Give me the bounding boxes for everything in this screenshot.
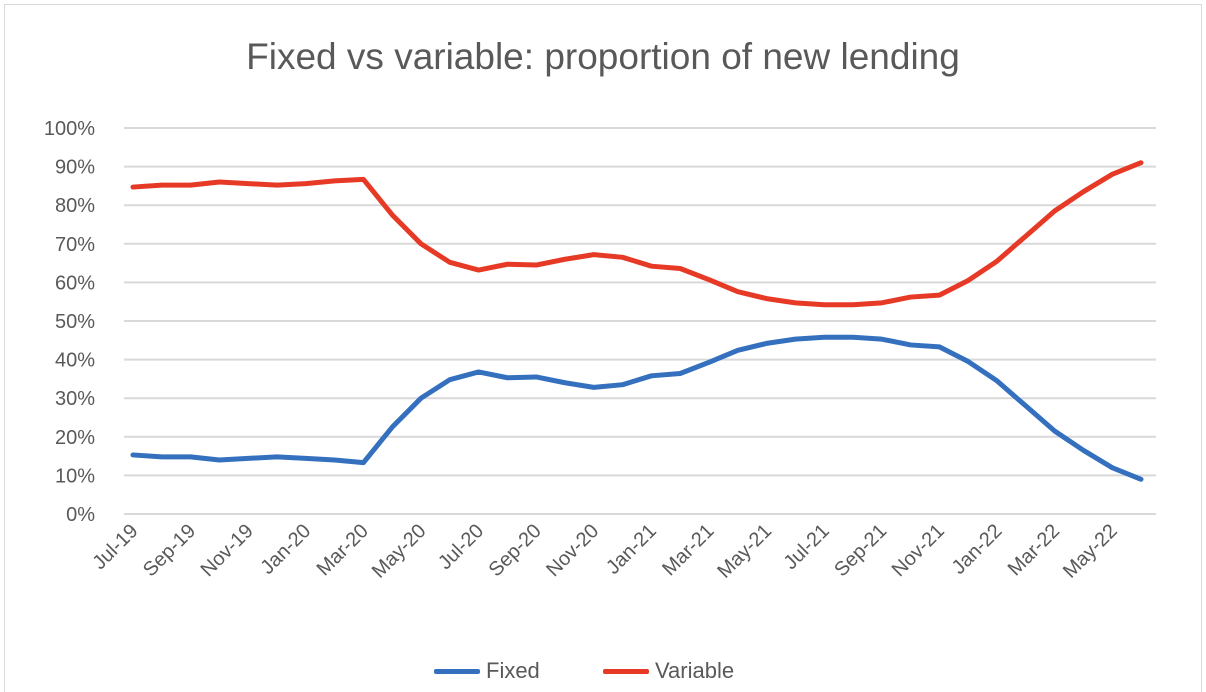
y-tick-label: 90% — [55, 157, 95, 179]
x-tick-label: Jan-21 — [602, 520, 661, 579]
y-tick-label: 70% — [55, 234, 95, 256]
x-tick-label: Nov-19 — [197, 520, 258, 581]
y-tick-label: 60% — [55, 272, 95, 294]
y-tick-label: 40% — [55, 350, 95, 372]
x-tick-label: Jan-20 — [257, 520, 316, 579]
y-tick-label: 100% — [44, 118, 95, 140]
x-tick-label: Mar-20 — [313, 520, 373, 580]
y-tick-label: 50% — [55, 311, 95, 333]
x-tick-label: Nov-21 — [888, 520, 949, 581]
x-tick-label: Sep-21 — [830, 520, 891, 581]
legend-swatch-fixed — [434, 668, 480, 674]
legend-label-fixed: Fixed — [486, 658, 540, 683]
x-tick-label: Sep-20 — [485, 520, 546, 581]
x-tick-label: May-22 — [1059, 520, 1122, 583]
x-tick-label: Jan-22 — [948, 520, 1007, 579]
y-tick-label: 10% — [55, 465, 95, 487]
x-tick-label: May-20 — [368, 520, 431, 583]
x-tick-label: Jul-19 — [88, 520, 142, 574]
x-tick-label: May-21 — [713, 520, 776, 583]
legend-item-variable: Variable — [603, 658, 734, 684]
legend-item-fixed: Fixed — [434, 658, 540, 684]
legend-label-variable: Variable — [655, 658, 735, 683]
y-tick-label: 80% — [55, 195, 95, 217]
chart-border — [4, 4, 1202, 692]
y-tick-label: 30% — [55, 388, 95, 410]
chart-title: Fixed vs variable: proportion of new len… — [246, 36, 960, 77]
series-line-fixed — [130, 334, 1144, 482]
x-tick-label: Jul-20 — [434, 520, 488, 574]
x-tick-label: Nov-20 — [542, 520, 603, 581]
x-tick-label: Jul-21 — [780, 520, 834, 574]
x-tick-label: Sep-19 — [139, 520, 200, 581]
x-tick-label: Mar-21 — [658, 520, 718, 580]
series-line-variable — [130, 160, 1144, 308]
y-tick-label: 0% — [66, 504, 95, 526]
x-tick-label: Mar-22 — [1004, 520, 1064, 580]
y-tick-label: 20% — [55, 427, 95, 449]
legend-swatch-variable — [603, 668, 649, 674]
